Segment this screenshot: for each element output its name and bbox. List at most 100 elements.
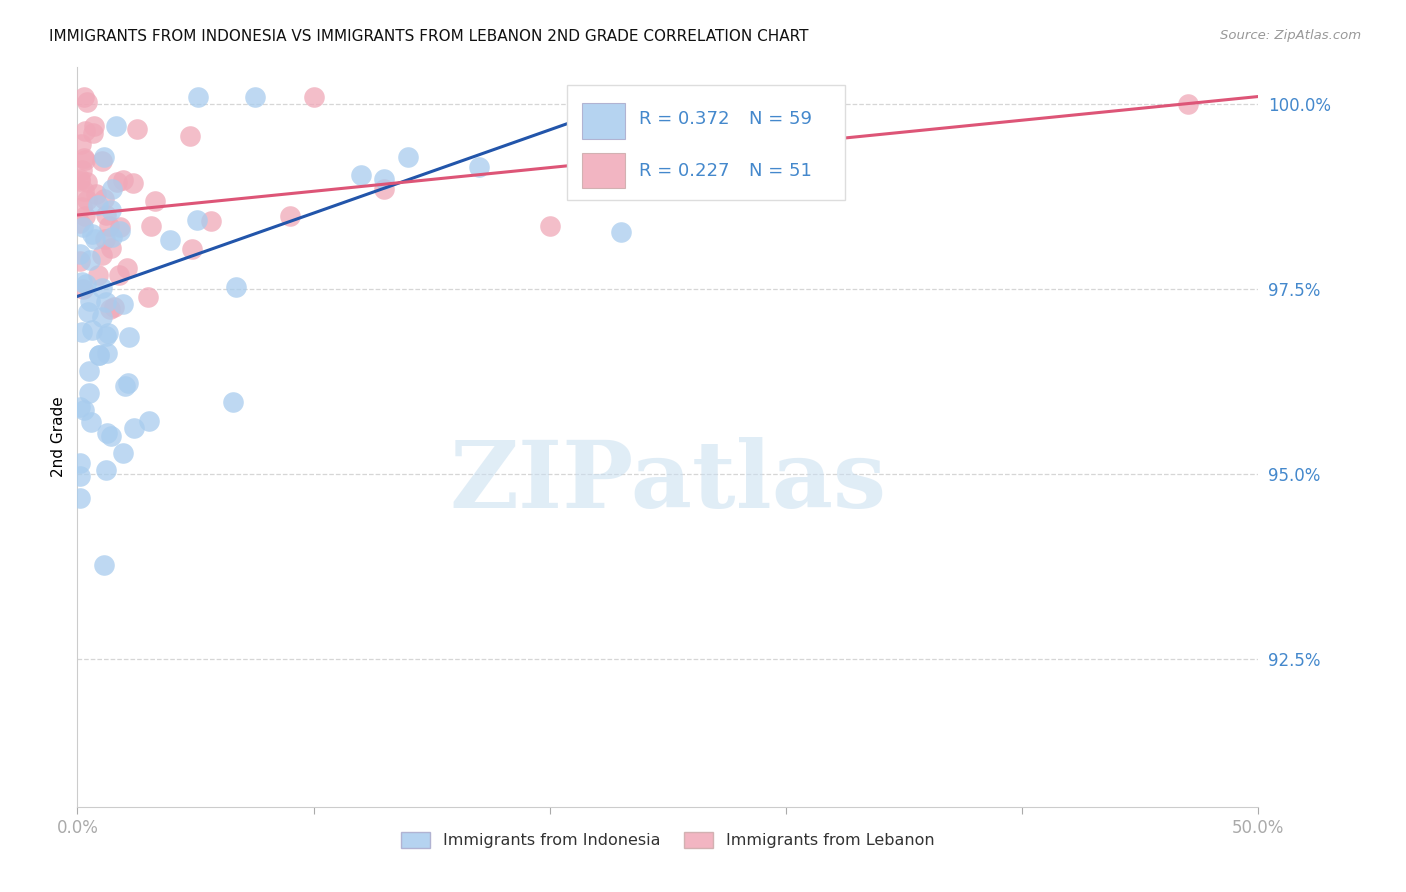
Point xyxy=(122,421,145,435)
Point xyxy=(91,154,114,169)
Point xyxy=(122,176,145,190)
Point xyxy=(278,209,301,223)
Point xyxy=(72,220,94,235)
Point xyxy=(69,400,91,414)
Point xyxy=(82,227,104,242)
Point xyxy=(100,202,122,217)
FancyBboxPatch shape xyxy=(582,153,624,188)
Point xyxy=(77,385,100,400)
Point xyxy=(101,182,124,196)
Point xyxy=(70,136,93,151)
Point xyxy=(70,275,93,289)
Text: ZIPatlas: ZIPatlas xyxy=(450,436,886,526)
Point xyxy=(117,376,139,391)
Point xyxy=(186,213,208,227)
Legend: Immigrants from Indonesia, Immigrants from Lebanon: Immigrants from Indonesia, Immigrants fr… xyxy=(395,826,941,855)
Point xyxy=(73,89,96,103)
Point xyxy=(657,89,679,103)
Point xyxy=(114,379,136,393)
Point xyxy=(91,248,114,262)
Point xyxy=(72,325,94,339)
Point xyxy=(90,281,112,295)
Point xyxy=(93,558,115,573)
Point xyxy=(200,213,222,227)
Point xyxy=(83,119,105,133)
Point xyxy=(111,173,134,187)
Point xyxy=(103,300,125,314)
Point xyxy=(98,219,121,234)
Point xyxy=(187,89,209,103)
Point xyxy=(751,139,773,153)
Point xyxy=(80,415,103,429)
Point xyxy=(111,296,134,310)
Point xyxy=(111,446,134,460)
Point xyxy=(538,219,561,233)
Point xyxy=(70,200,93,214)
Point xyxy=(1177,96,1199,111)
Point xyxy=(76,176,98,190)
Point xyxy=(83,232,105,246)
Point xyxy=(79,293,101,308)
Point xyxy=(136,291,159,305)
Point xyxy=(115,261,138,276)
Point xyxy=(125,122,148,136)
Point xyxy=(79,252,101,267)
Point xyxy=(468,160,491,174)
Point xyxy=(80,323,103,337)
Point xyxy=(245,89,267,103)
Point xyxy=(96,425,118,440)
Point xyxy=(139,219,162,234)
Point xyxy=(159,233,181,247)
Point xyxy=(87,348,110,362)
Point xyxy=(77,304,100,318)
Point xyxy=(69,469,91,483)
Point xyxy=(97,326,120,340)
Point xyxy=(94,208,117,222)
Point xyxy=(82,127,104,141)
Point xyxy=(69,491,91,505)
Point xyxy=(69,216,91,230)
Point xyxy=(108,224,131,238)
Point xyxy=(350,169,373,183)
Y-axis label: 2nd Grade: 2nd Grade xyxy=(51,397,66,477)
Point xyxy=(94,232,117,246)
FancyBboxPatch shape xyxy=(582,103,624,139)
Text: R = 0.227: R = 0.227 xyxy=(638,161,730,179)
Point xyxy=(94,329,117,343)
Text: N = 51: N = 51 xyxy=(748,161,811,179)
Point xyxy=(69,174,91,188)
Point xyxy=(87,348,110,362)
Point xyxy=(73,124,96,138)
Point xyxy=(76,95,98,109)
Point xyxy=(373,182,395,196)
Text: N = 59: N = 59 xyxy=(748,110,811,128)
Point xyxy=(73,153,96,167)
Point xyxy=(100,429,122,443)
Point xyxy=(179,129,201,144)
Point xyxy=(72,282,94,296)
Point xyxy=(633,89,655,103)
Text: R = 0.372: R = 0.372 xyxy=(638,110,730,128)
Point xyxy=(225,280,247,294)
Point xyxy=(73,209,96,223)
Point xyxy=(105,175,128,189)
Point xyxy=(180,242,202,256)
Point xyxy=(69,247,91,261)
Point xyxy=(69,254,91,268)
Point xyxy=(823,145,845,160)
Point xyxy=(100,241,122,255)
Point xyxy=(73,151,96,165)
Point xyxy=(100,229,122,244)
Point xyxy=(108,220,131,235)
Point xyxy=(93,193,115,207)
Point xyxy=(302,89,325,103)
Point xyxy=(143,194,166,209)
Point xyxy=(87,198,110,212)
Point xyxy=(75,277,97,291)
Point xyxy=(118,330,141,344)
Point xyxy=(222,394,245,409)
Point xyxy=(138,414,160,428)
Point xyxy=(586,134,609,148)
Point xyxy=(69,171,91,186)
Point xyxy=(396,150,419,164)
